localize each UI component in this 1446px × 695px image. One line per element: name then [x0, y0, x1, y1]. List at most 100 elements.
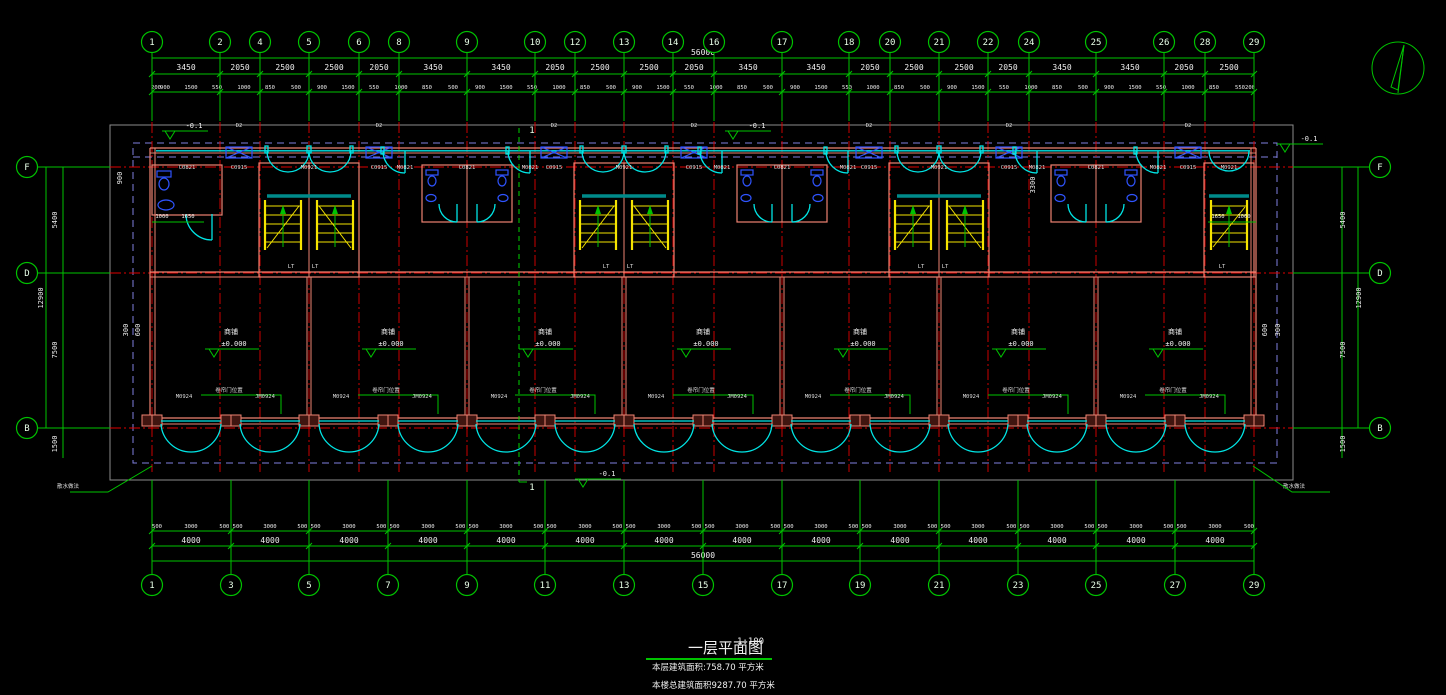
dim-value: 2500 — [954, 63, 973, 72]
svg-text:-0.1: -0.1 — [186, 122, 203, 130]
svg-text:600: 600 — [1261, 324, 1269, 337]
axis-bubble-top: 26 — [1152, 30, 1176, 121]
svg-text:22: 22 — [983, 38, 994, 48]
svg-text:1: 1 — [149, 38, 154, 48]
svg-text:20: 20 — [885, 38, 896, 48]
door-arc — [1214, 423, 1246, 453]
leader-line — [201, 394, 282, 414]
component-tag: M0924 — [963, 394, 980, 400]
dim-value-side: 12900 — [1355, 287, 1363, 308]
axis-bubble-bottom: 23 — [1006, 480, 1030, 597]
svg-text:18: 18 — [844, 38, 855, 48]
window-xbox — [365, 146, 393, 159]
dim-value-fine: 900 — [1104, 85, 1114, 91]
door-arc — [584, 423, 616, 453]
door-arc — [266, 150, 289, 173]
elevation-label: ±0.000 — [693, 340, 718, 348]
door-arc — [505, 423, 537, 453]
dim-value: 4000 — [418, 536, 437, 545]
dim-value: 3450 — [1052, 63, 1071, 72]
door-arc — [663, 423, 695, 453]
door-arc — [869, 423, 901, 453]
svg-text:4: 4 — [257, 38, 262, 48]
component-tag: M0924 — [1120, 394, 1137, 400]
partition-wall — [464, 277, 470, 418]
dim-value: 4000 — [890, 536, 909, 545]
dim-value-fine: 500 — [1078, 85, 1088, 91]
dim-value-fine: 1000 — [237, 85, 250, 91]
dim-value: 4000 — [260, 536, 279, 545]
component-tag: M0821 — [714, 165, 731, 171]
site-boundary — [109, 124, 1294, 481]
dim-value-side: 5400 — [1339, 212, 1347, 229]
basin — [740, 193, 752, 203]
axis-bubble-top: 12 — [563, 30, 587, 121]
pier-column — [1243, 414, 1265, 427]
axis-bubble-top: 1 — [140, 30, 164, 121]
pier-column — [849, 414, 871, 427]
axis-bubble-top: 29 — [1242, 30, 1266, 121]
svg-text:9: 9 — [464, 38, 469, 48]
dim-value: 3450 — [1120, 63, 1139, 72]
title-block: 一层平面图 1:100 本层建筑面积:758.70 平方米 本楼总建筑面积928… — [646, 637, 775, 691]
leader-line — [673, 394, 754, 414]
elevation-marker: -0.1 — [575, 470, 621, 488]
dim-value-fine: 900 — [947, 85, 957, 91]
component-tag: JM0924 — [1199, 394, 1220, 400]
dimension-lines — [45, 57, 1359, 562]
title-underline — [646, 658, 772, 660]
basin — [157, 199, 175, 211]
dim-value-fine: 850 — [894, 85, 904, 91]
shopfront-door — [869, 420, 931, 453]
dim-value-fine: 1500 — [499, 85, 512, 91]
svg-text:900: 900 — [116, 172, 124, 185]
dim-value: 4000 — [339, 536, 358, 545]
stair-module — [225, 145, 393, 278]
axis-bubble-bottom: 7 — [376, 480, 400, 597]
svg-text:F: F — [1377, 163, 1382, 173]
dim-value-fine: 1000 — [1181, 85, 1194, 91]
door-arc — [438, 203, 458, 223]
component-tag: C0915 — [371, 165, 388, 171]
dim-value-inline: 1000 — [155, 214, 168, 220]
dim-value: 4000 — [654, 536, 673, 545]
dim-value-fine: 1000 — [709, 85, 722, 91]
door-arc — [633, 423, 665, 453]
dim-value: 3450 — [806, 63, 825, 72]
shopfront-door — [790, 420, 852, 453]
axis-bubble-top: 5 — [297, 30, 321, 121]
elevation-label: ±0.000 — [850, 340, 875, 348]
partition-wall — [306, 277, 312, 418]
door-arc — [947, 423, 979, 453]
door-arc — [699, 150, 723, 174]
dim-value-side: 900 — [116, 172, 124, 185]
dim-value-fine: 550 — [1156, 85, 1166, 91]
svg-text:3: 3 — [228, 581, 233, 591]
dim-value-fine: 550 — [212, 85, 222, 91]
dim-value: 2500 — [904, 63, 923, 72]
component-tag: D2 — [1006, 123, 1013, 129]
shop-unit-annotation: 商铺 ±0.000 卷帘门位置 — [201, 327, 282, 414]
axis-bubble-bottom: 19 — [848, 480, 872, 597]
partition-wall — [1093, 277, 1099, 418]
entry-door — [505, 146, 531, 174]
component-tag: C0821 — [179, 165, 196, 171]
dim-value-fine: 1500 — [971, 85, 984, 91]
dim-value-fine: 3000 — [1050, 524, 1063, 530]
component-tag: M0924 — [648, 394, 665, 400]
component-tag: JM0924 — [412, 394, 433, 400]
door-arc — [790, 423, 822, 453]
door-arc — [1105, 423, 1137, 453]
pier-column — [456, 414, 478, 427]
dim-value: 2500 — [590, 63, 609, 72]
dim-value: 2050 — [998, 63, 1017, 72]
dim-value-fine: 550 — [1235, 85, 1245, 91]
corner-note: 散水做法 — [1283, 482, 1306, 490]
basin — [497, 193, 509, 203]
elevation-label: ±0.000 — [1165, 340, 1190, 348]
svg-text:F: F — [24, 163, 29, 173]
shop-unit-annotation: 商铺 ±0.000 卷帘门位置 — [988, 327, 1069, 414]
pier-column — [613, 414, 635, 427]
dim-value-side: 600 — [134, 324, 142, 337]
